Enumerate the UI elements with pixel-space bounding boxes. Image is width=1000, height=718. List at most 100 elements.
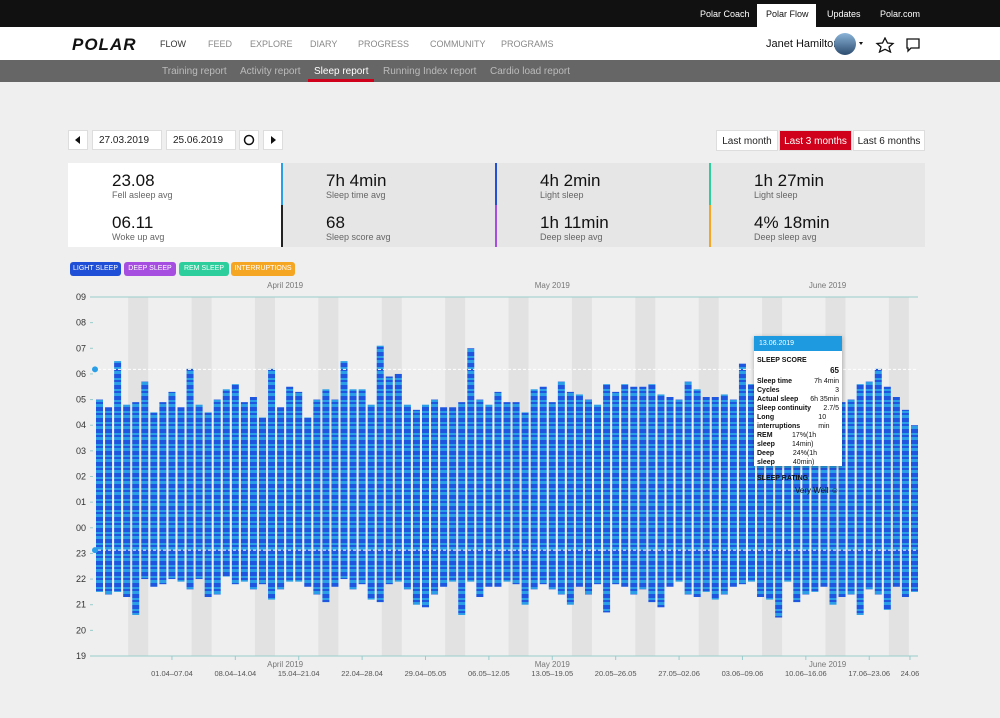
legend-chip[interactable]: REM SLEEP bbox=[179, 262, 229, 276]
sleep-bar[interactable] bbox=[394, 373, 402, 582]
prev-button[interactable] bbox=[68, 130, 88, 150]
sleep-bar[interactable] bbox=[494, 391, 502, 587]
sleep-bar[interactable] bbox=[865, 381, 873, 590]
sleep-bar[interactable] bbox=[277, 407, 285, 590]
sleep-bar[interactable] bbox=[286, 386, 294, 582]
sleep-bar[interactable] bbox=[105, 407, 113, 595]
sleep-bar[interactable] bbox=[222, 389, 230, 577]
sleep-bar[interactable] bbox=[557, 381, 565, 595]
sub-nav-link[interactable]: Training report bbox=[162, 66, 227, 77]
next-button[interactable] bbox=[263, 130, 283, 150]
sleep-bar[interactable] bbox=[811, 397, 819, 592]
sleep-bar[interactable] bbox=[313, 399, 321, 595]
sleep-bar[interactable] bbox=[766, 394, 774, 600]
sleep-bar[interactable] bbox=[249, 397, 257, 590]
sleep-bar[interactable] bbox=[829, 386, 837, 605]
nav-link[interactable]: FEED bbox=[208, 39, 233, 49]
sleep-bar[interactable] bbox=[548, 402, 556, 590]
sleep-bar[interactable] bbox=[684, 381, 692, 595]
sleep-bar[interactable] bbox=[403, 404, 411, 590]
sleep-bar[interactable] bbox=[295, 391, 303, 582]
top-link[interactable]: Polar Flow bbox=[766, 9, 809, 19]
legend-chip[interactable]: LIGHT SLEEP bbox=[70, 262, 121, 276]
dropdown-caret[interactable] bbox=[859, 42, 863, 45]
sleep-bar[interactable] bbox=[422, 404, 429, 608]
sleep-bar[interactable] bbox=[675, 399, 683, 582]
date-to[interactable]: 25.06.2019 bbox=[166, 130, 236, 150]
top-link[interactable]: Polar.com bbox=[880, 9, 921, 19]
sleep-bar[interactable] bbox=[892, 397, 900, 587]
sleep-bar[interactable] bbox=[720, 394, 728, 595]
sleep-bar[interactable] bbox=[476, 399, 484, 598]
sleep-bar[interactable] bbox=[847, 399, 855, 595]
sleep-bar[interactable] bbox=[757, 381, 765, 598]
sub-nav-link[interactable]: Cardio load report bbox=[490, 66, 571, 77]
sleep-bar[interactable] bbox=[820, 376, 828, 587]
sleep-bar[interactable] bbox=[385, 376, 393, 585]
top-link[interactable]: Polar Coach bbox=[700, 9, 750, 19]
sleep-bar[interactable] bbox=[268, 368, 276, 600]
sleep-bar[interactable] bbox=[376, 345, 384, 603]
sleep-bar[interactable] bbox=[693, 389, 701, 598]
sleep-bar[interactable] bbox=[802, 397, 810, 595]
sleep-bar[interactable] bbox=[114, 361, 122, 592]
sleep-bar[interactable] bbox=[331, 399, 339, 587]
nav-link[interactable]: COMMUNITY bbox=[430, 39, 486, 49]
messages-icon[interactable] bbox=[906, 38, 920, 53]
sleep-bar[interactable] bbox=[168, 391, 176, 580]
sleep-bar[interactable] bbox=[195, 404, 203, 580]
sleep-bar[interactable] bbox=[702, 397, 710, 592]
sleep-bar[interactable] bbox=[503, 402, 511, 582]
sleep-bar[interactable] bbox=[240, 402, 248, 582]
sleep-bar[interactable] bbox=[539, 386, 547, 585]
sleep-bar[interactable] bbox=[367, 404, 375, 600]
sleep-bar[interactable] bbox=[621, 384, 629, 587]
sleep-bar[interactable] bbox=[901, 409, 909, 598]
sleep-bar[interactable] bbox=[412, 409, 420, 605]
sleep-bar[interactable] bbox=[431, 399, 439, 595]
sleep-bar[interactable] bbox=[711, 397, 719, 600]
sleep-bar[interactable] bbox=[838, 402, 846, 598]
sleep-bar[interactable] bbox=[729, 399, 737, 587]
sleep-bar[interactable] bbox=[440, 407, 448, 587]
period-button[interactable]: Last 3 months bbox=[779, 130, 852, 151]
sleep-bar[interactable] bbox=[775, 381, 783, 618]
sleep-bar[interactable] bbox=[648, 384, 656, 603]
sub-nav-link[interactable]: Activity report bbox=[240, 66, 301, 77]
sleep-bar[interactable] bbox=[657, 394, 665, 608]
sleep-bar[interactable] bbox=[639, 386, 647, 590]
sleep-bar[interactable] bbox=[874, 368, 882, 595]
sleep-bar[interactable] bbox=[793, 391, 801, 603]
sleep-bar[interactable] bbox=[304, 417, 312, 587]
sleep-bar[interactable] bbox=[485, 404, 493, 587]
refresh-button[interactable] bbox=[239, 130, 259, 150]
sleep-bar[interactable] bbox=[159, 402, 167, 585]
sleep-bar[interactable] bbox=[123, 404, 131, 598]
sub-nav-link[interactable]: Sleep report bbox=[314, 66, 369, 77]
sub-nav-link[interactable]: Running Index report bbox=[383, 66, 477, 77]
sleep-bar[interactable] bbox=[150, 412, 158, 587]
user-name[interactable]: Janet Hamilton bbox=[766, 38, 840, 50]
sleep-bar[interactable] bbox=[132, 402, 140, 615]
sleep-bar[interactable] bbox=[449, 407, 457, 582]
sleep-bar[interactable] bbox=[521, 412, 529, 605]
legend-chip[interactable]: DEEP SLEEP bbox=[124, 262, 176, 276]
sleep-bar[interactable] bbox=[911, 425, 918, 592]
sleep-bar[interactable] bbox=[738, 363, 746, 585]
period-button[interactable]: Last month bbox=[716, 130, 778, 151]
sleep-bar[interactable] bbox=[612, 391, 620, 585]
sleep-bar[interactable] bbox=[340, 361, 348, 580]
sleep-bar[interactable] bbox=[630, 386, 638, 595]
sleep-bar[interactable] bbox=[349, 389, 357, 590]
sleep-bar[interactable] bbox=[883, 386, 891, 610]
sleep-bar[interactable] bbox=[467, 348, 475, 582]
sleep-bar[interactable] bbox=[458, 402, 466, 615]
sleep-bar[interactable] bbox=[186, 368, 194, 590]
sleep-bar[interactable] bbox=[530, 389, 538, 590]
sleep-bar[interactable] bbox=[204, 412, 212, 598]
sleep-bar[interactable] bbox=[512, 402, 520, 585]
sleep-bar[interactable] bbox=[322, 389, 330, 603]
nav-link[interactable]: PROGRAMS bbox=[501, 39, 554, 49]
sleep-bar[interactable] bbox=[594, 404, 602, 585]
date-from[interactable]: 27.03.2019 bbox=[92, 130, 162, 150]
